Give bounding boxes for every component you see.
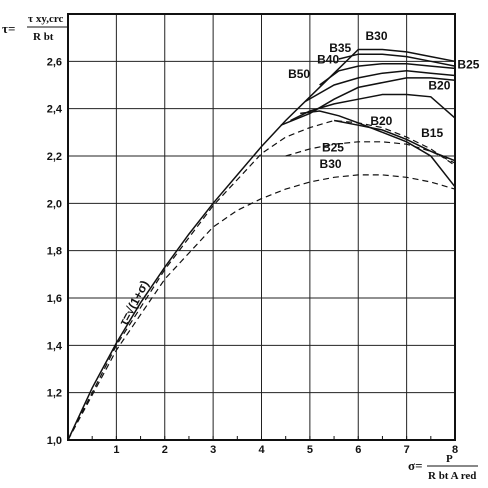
y-tick-label: 2,6 (47, 56, 62, 68)
x-axis-title: σ= P R bt A red (408, 453, 478, 482)
x-tick-label: 6 (355, 444, 361, 456)
x-tick-label: 3 (210, 444, 216, 456)
x-tick-label: 2 (162, 444, 168, 456)
x-tick-label: 5 (307, 444, 313, 456)
y-tick-label: 1,2 (47, 388, 62, 400)
y-tick-label: 2,4 (47, 104, 63, 116)
x-tick-label: 7 (404, 444, 410, 456)
y-tick-label: 2,2 (47, 151, 62, 163)
curve-label: B50 (288, 67, 310, 81)
y-tick-label: 1,4 (47, 340, 63, 352)
y-axis-title-numerator: τ xy,crc (28, 13, 64, 25)
x-axis-title-prefix: σ= (408, 458, 422, 473)
x-tick-label: 1 (113, 444, 119, 456)
curve-label: B25 (457, 57, 479, 71)
series-line-unlabeled-dashed (285, 141, 456, 164)
series-line-1-solid (67, 48, 359, 441)
series-line-b30-dashed (67, 174, 456, 441)
y-axis-title-prefix: τ= (2, 21, 15, 36)
y-tick-label: 1,0 (47, 435, 62, 447)
formula-label: τ=√(1+σ) (116, 278, 151, 328)
x-tick-label: 4 (258, 444, 265, 456)
curve-label: B40 (317, 53, 339, 67)
x-axis-title-numerator: P (446, 453, 453, 465)
series-line-b20-solid (290, 93, 456, 122)
y-tick-label: 1,6 (47, 293, 62, 305)
curve-label: B20 (370, 114, 392, 128)
y-tick-label: 1,8 (47, 246, 62, 258)
series-line-b40-solid (319, 62, 456, 86)
y-axis-title-denominator: R bt (33, 31, 54, 43)
tick-labels: 1 2 3 4 5 6 7 8 1,0 1,2 1,4 1,6 1,8 2,0 2,2 2,4 2,6 (47, 56, 458, 456)
series-line-b30-solid (358, 48, 456, 63)
curve-label: B20 (428, 79, 450, 93)
curve-label: B15 (421, 126, 443, 140)
series-line-b35-solid (338, 53, 456, 67)
curve-label: B25 (322, 140, 344, 154)
curve-label: B30 (320, 157, 342, 171)
series-line-b25-dashed (67, 119, 456, 441)
curve-label: B35 (329, 41, 351, 55)
x-tick-label: 8 (452, 444, 458, 456)
y-axis-title: τ= τ xy,crc R bt (2, 13, 68, 43)
curves (67, 48, 456, 441)
grid (67, 13, 456, 441)
series-line-b50-solid (304, 70, 456, 103)
x-axis-title-denominator: R bt A red (428, 470, 476, 482)
y-tick-label: 2,0 (47, 198, 62, 210)
curve-label: B30 (366, 29, 388, 43)
